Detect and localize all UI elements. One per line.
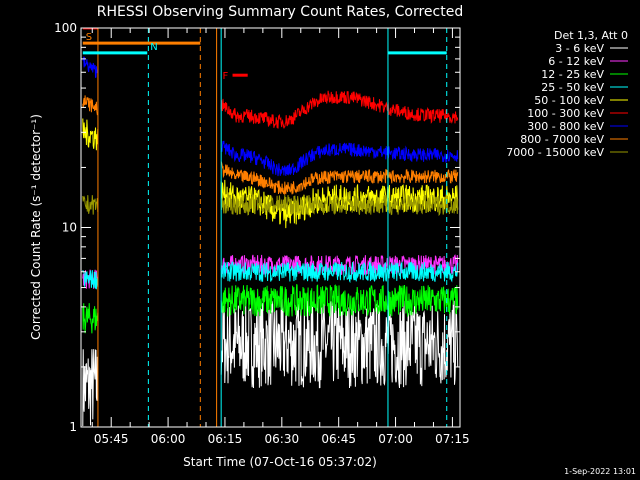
x-tick-label: 07:00 — [378, 432, 413, 446]
legend-label: 800 - 7000 keV — [520, 133, 604, 146]
flag-label: N — [150, 42, 157, 53]
series-line-segment — [220, 90, 459, 129]
legend-label: 6 - 12 keV — [548, 55, 604, 68]
flag-label: F — [223, 71, 229, 82]
legend-header: Det 1,3, Att 0 — [554, 29, 628, 42]
x-tick-label: 06:45 — [321, 432, 356, 446]
chart-title: RHESSI Observing Summary Count Rates, Co… — [97, 4, 463, 20]
series-100-300-kev — [82, 28, 459, 129]
x-tick-label: 06:15 — [208, 432, 243, 446]
series-7000-15000-kev — [82, 194, 459, 217]
series-line-segment — [82, 349, 99, 427]
footer-date: 1-Sep-2022 13:01 — [564, 467, 636, 476]
series-800-7000-kev — [82, 95, 459, 195]
x-axis-label: Start Time (07-Oct-16 05:37:02) — [183, 455, 377, 469]
series-line-segment — [82, 118, 99, 151]
y-tick-label: 100 — [54, 21, 77, 35]
x-tick-label: 07:15 — [435, 432, 470, 446]
marker-layer: S N F — [82, 28, 448, 427]
series-line-segment — [220, 140, 459, 177]
series-12-25-kev — [82, 283, 459, 334]
x-tick-label: 06:00 — [151, 432, 186, 446]
y-axis-label: Corrected Count Rate (s⁻¹ detector⁻¹) — [29, 114, 43, 340]
flag-label: S — [86, 32, 92, 43]
legend-label: 100 - 300 keV — [527, 107, 604, 120]
legend-label: 7000 - 15000 keV — [506, 146, 604, 159]
legend-label: 300 - 800 keV — [527, 120, 604, 133]
series-line-segment — [82, 195, 99, 215]
series-line-segment — [82, 303, 99, 334]
series-line-segment — [220, 299, 459, 389]
data-layer — [82, 28, 459, 427]
series-line-segment — [220, 254, 459, 277]
legend-label: 50 - 100 keV — [534, 94, 604, 107]
series-line-segment — [220, 283, 459, 317]
axis-layer: 1 10 100 05:45 06:00 06:15 06:30 06:45 07:00 07:1… — [54, 21, 470, 446]
series-line-segment — [82, 269, 99, 290]
legend-label: 3 - 6 keV — [555, 42, 604, 55]
y-tick-label: 1 — [69, 420, 77, 434]
legend-label: 25 - 50 keV — [541, 81, 604, 94]
x-tick-label: 05:45 — [94, 432, 129, 446]
x-tick-label: 06:30 — [265, 432, 300, 446]
series-3-6-kev — [82, 299, 459, 427]
series-300-800-kev — [82, 55, 459, 177]
legend-label: 12 - 25 keV — [541, 68, 604, 81]
series-line-segment — [82, 95, 99, 116]
series-line-segment — [82, 55, 99, 79]
series-25-50-kev — [82, 261, 459, 290]
y-tick-label: 10 — [62, 221, 77, 235]
series-line-segment — [220, 194, 459, 217]
series-line-segment — [220, 261, 459, 284]
series-line-segment — [220, 161, 459, 195]
